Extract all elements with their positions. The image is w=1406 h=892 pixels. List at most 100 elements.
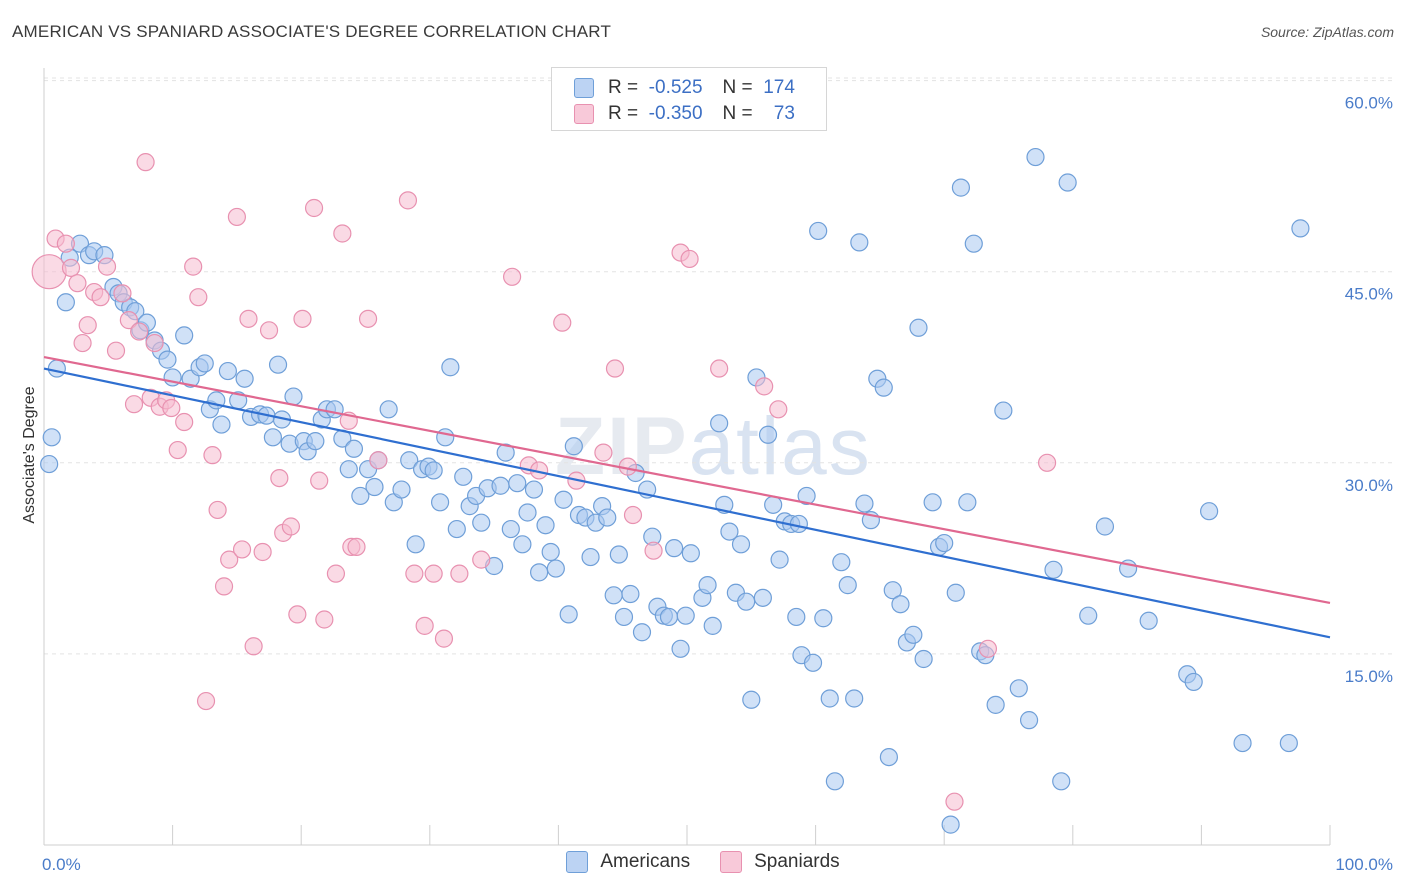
point-americans (1095, 517, 1115, 536)
x-tick-label-right: 100.0% (1335, 855, 1393, 874)
point-americans (430, 493, 450, 512)
point-americans (614, 607, 634, 627)
point-americans (392, 480, 411, 499)
point-spaniards (113, 284, 132, 303)
point-spaniards (124, 395, 144, 414)
point-americans (994, 401, 1013, 420)
point-americans (1019, 711, 1039, 730)
point-spaniards (369, 451, 388, 470)
point-spaniards (78, 316, 97, 335)
point-spaniards (189, 288, 208, 307)
point-americans (218, 361, 237, 381)
point-americans (909, 318, 928, 337)
point-americans (825, 772, 844, 791)
tick-labels: 15.0% 30.0% 45.0% 60.0% 0.0% 100.0% (42, 94, 1393, 874)
legend-n-value-americans: 174 (763, 77, 795, 98)
point-americans (379, 400, 398, 419)
point-spaniards (315, 610, 334, 629)
axes (43, 68, 1331, 846)
point-americans (513, 535, 532, 554)
series-legend: Americans Spaniards (0, 851, 1406, 873)
point-americans (406, 535, 425, 554)
point-americans (814, 609, 833, 628)
point-spaniards (594, 443, 613, 462)
point-spaniards (978, 639, 998, 658)
legend-swatch-spaniards (720, 851, 743, 873)
point-spaniards (326, 564, 346, 583)
point-spaniards (232, 540, 252, 559)
point-americans (609, 545, 628, 564)
legend-row-americans: R = -0.525 N = 174 (574, 76, 795, 100)
point-americans (436, 428, 455, 447)
point-americans (564, 437, 583, 456)
point-americans (914, 649, 933, 669)
series-americans (40, 93, 1310, 834)
point-americans (263, 428, 283, 447)
point-americans (501, 519, 520, 539)
point-americans (1184, 672, 1203, 692)
point-americans (546, 559, 565, 578)
point-spaniards (398, 191, 418, 210)
point-americans (441, 358, 460, 377)
point-americans (195, 354, 214, 373)
legend-n-label: N = (722, 103, 753, 124)
point-americans (951, 178, 971, 197)
point-spaniards (605, 359, 625, 378)
point-spaniards (769, 400, 788, 419)
point-americans (554, 490, 573, 509)
point-spaniards (310, 471, 329, 490)
legend-n-label: N = (722, 77, 753, 98)
point-spaniards (945, 792, 964, 811)
point-americans (742, 690, 761, 709)
point-spaniards (553, 313, 572, 332)
y-axis-label: Associate's Degree (21, 386, 38, 523)
point-spaniards (162, 398, 181, 418)
point-americans (400, 451, 419, 470)
point-spaniards (119, 311, 138, 330)
point-americans (1139, 611, 1158, 630)
point-spaniards (130, 322, 149, 341)
point-americans (737, 592, 756, 611)
point-americans (946, 583, 965, 602)
point-americans (964, 234, 983, 253)
point-spaniards (450, 564, 469, 583)
point-americans (1079, 606, 1098, 625)
point-americans (671, 639, 690, 658)
point-americans (508, 474, 527, 493)
point-spaniards (434, 629, 454, 648)
point-americans (731, 535, 751, 554)
point-spaniards (184, 257, 203, 276)
point-americans (496, 443, 515, 462)
point-spaniards (73, 333, 92, 353)
chart-title: AMERICAN VS SPANIARD ASSOCIATE'S DEGREE … (12, 22, 612, 41)
point-americans (212, 415, 231, 434)
point-americans (855, 494, 874, 513)
point-spaniards (293, 309, 312, 328)
point-americans (1200, 502, 1219, 521)
y-tick-label: 45.0% (1345, 285, 1393, 304)
point-americans (472, 513, 491, 532)
legend-r-label: R = (608, 103, 639, 124)
point-americans (447, 519, 466, 539)
point-spaniards (680, 249, 699, 269)
point-americans (850, 233, 869, 252)
y-tick-label: 15.0% (1345, 667, 1393, 686)
legend-r-value-americans: -0.525 (648, 77, 703, 98)
point-americans (883, 581, 902, 600)
point-spaniards (358, 309, 378, 328)
point-americans (874, 378, 893, 397)
point-spaniards (56, 234, 75, 253)
point-americans (1279, 733, 1298, 753)
point-spaniards (68, 274, 87, 293)
point-americans (158, 350, 177, 369)
point-spaniards (503, 267, 522, 286)
point-americans (530, 563, 549, 582)
point-americans (598, 508, 617, 527)
point-americans (306, 432, 325, 451)
point-americans (559, 605, 578, 624)
point-spaniards (31, 254, 67, 290)
point-spaniards (244, 637, 263, 656)
point-americans (632, 623, 652, 642)
point-americans (676, 606, 695, 625)
point-americans (891, 595, 910, 614)
